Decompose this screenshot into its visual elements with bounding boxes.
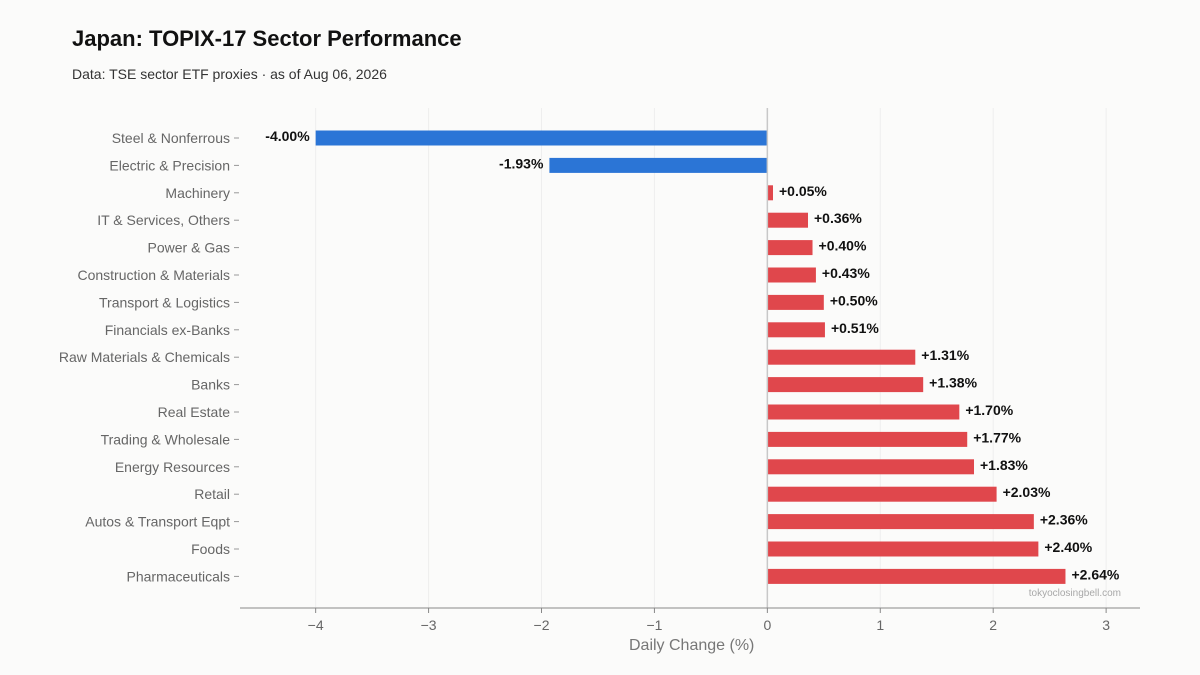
x-tick-label: −3 [421, 617, 437, 633]
bar [767, 486, 997, 502]
chart-subtitle: Data: TSE sector ETF proxies · as of Aug… [72, 66, 387, 82]
data-label: -4.00% [265, 128, 310, 144]
bar [767, 568, 1066, 584]
bar [767, 431, 968, 447]
data-label: +2.03% [1003, 484, 1051, 500]
bar [767, 541, 1039, 557]
category-label: Machinery [165, 185, 230, 201]
bar [767, 267, 816, 283]
data-label: +1.31% [921, 347, 969, 363]
x-tick-label: −1 [646, 617, 662, 633]
category-label: Real Estate [158, 404, 231, 420]
category-label: Pharmaceuticals [127, 568, 231, 584]
category-label: Steel & Nonferrous [112, 130, 230, 146]
bar [767, 459, 975, 475]
data-label: +2.40% [1044, 539, 1092, 555]
category-label: Energy Resources [115, 459, 230, 475]
category-label: Financials ex-Banks [105, 322, 230, 338]
x-axis-title: Daily Change (%) [629, 637, 754, 654]
category-label: Power & Gas [148, 240, 230, 256]
data-label: +1.83% [980, 457, 1028, 473]
category-label: Retail [194, 486, 230, 502]
x-tick-label: 1 [876, 617, 884, 633]
data-label: -1.93% [499, 155, 544, 171]
bar [767, 377, 924, 393]
bar [767, 514, 1034, 530]
category-label: IT & Services, Others [97, 212, 230, 228]
bar [767, 349, 916, 365]
data-label: +0.43% [822, 265, 870, 281]
category-label: Foods [191, 541, 230, 557]
bar [315, 130, 768, 146]
x-tick-label: −2 [534, 617, 550, 633]
data-label: +0.05% [779, 183, 827, 199]
data-label: +0.51% [831, 320, 879, 336]
data-label: +2.64% [1071, 566, 1119, 582]
bar [767, 185, 773, 201]
category-label: Construction & Materials [77, 267, 230, 283]
category-label: Trading & Wholesale [101, 431, 231, 447]
data-label: +1.70% [965, 402, 1013, 418]
x-tick-label: 2 [989, 617, 997, 633]
category-label: Raw Materials & Chemicals [59, 349, 230, 365]
data-label: +1.38% [929, 375, 977, 391]
bar [767, 404, 960, 420]
bar [767, 212, 809, 228]
x-tick-label: 0 [763, 617, 771, 633]
chart-title: Japan: TOPIX-17 Sector Performance [72, 26, 462, 51]
x-tick-label: −4 [308, 617, 324, 633]
category-label: Banks [191, 377, 230, 393]
watermark: tokyoclosingbell.com [1029, 588, 1121, 599]
data-label: +1.77% [973, 429, 1021, 445]
data-label: +0.50% [830, 292, 878, 308]
category-label: Electric & Precision [109, 157, 230, 173]
bar [767, 322, 825, 338]
bar [549, 157, 768, 173]
data-label: +0.36% [814, 210, 862, 226]
category-label: Transport & Logistics [99, 294, 230, 310]
bar [767, 294, 824, 310]
x-tick-label: 3 [1102, 617, 1110, 633]
bar [767, 240, 813, 256]
data-label: +2.36% [1040, 512, 1088, 528]
category-label: Autos & Transport Eqpt [85, 514, 230, 530]
data-label: +0.40% [819, 238, 867, 254]
